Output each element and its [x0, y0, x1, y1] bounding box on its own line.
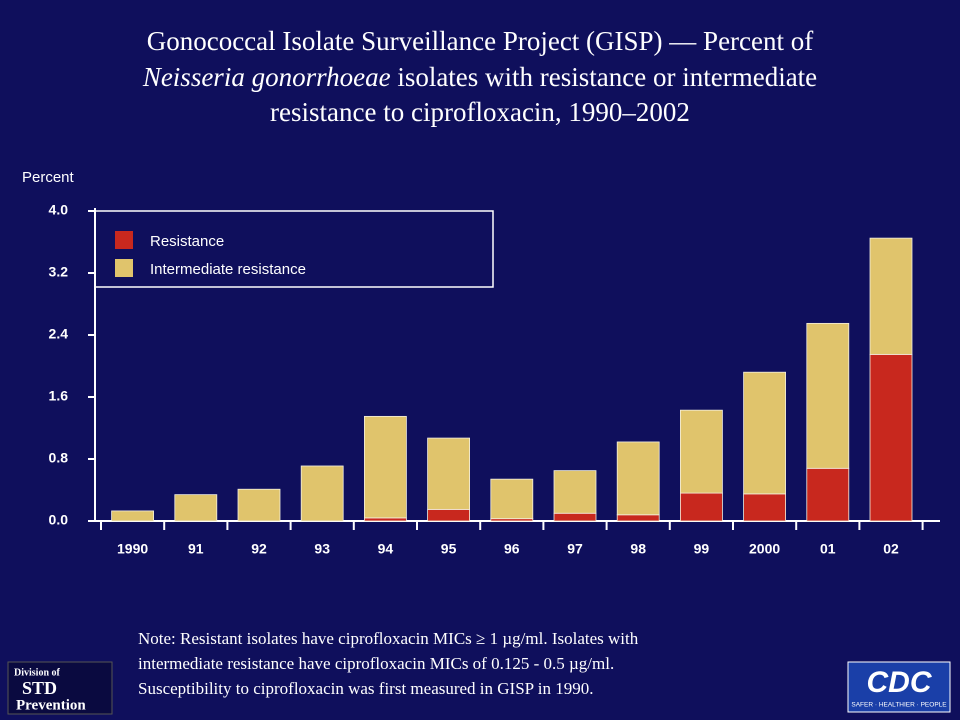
bar-segment: [869, 237, 913, 355]
chart-title: Gonococcal Isolate Surveillance Project …: [147, 26, 814, 56]
bar-segment: [427, 508, 471, 522]
logo-text: CDC: [867, 666, 933, 699]
logo-text: STD: [22, 678, 57, 698]
x-tick-label: 96: [504, 541, 520, 557]
bar-segment: [806, 467, 850, 522]
y-tick-label: 0.0: [49, 512, 69, 528]
bar-segment: [237, 488, 281, 522]
bar-segment: [427, 437, 471, 510]
x-tick-label: 92: [251, 541, 267, 557]
bar-segment: [616, 441, 660, 516]
bar-segment: [806, 322, 850, 469]
x-tick-label: 01: [820, 541, 836, 557]
y-axis-label: Percent: [22, 169, 75, 186]
bar-segment: [111, 510, 154, 522]
legend-swatch: [115, 231, 133, 249]
logo-text: SAFER · HEALTHIER · PEOPLE: [851, 702, 947, 709]
y-tick-label: 4.0: [49, 202, 69, 218]
y-tick-label: 3.2: [49, 264, 69, 280]
note: Note: Resistant isolates have ciprofloxa…: [138, 629, 639, 648]
bar-segment: [680, 492, 723, 522]
x-tick-label: 1990: [117, 541, 148, 557]
bar-segment: [869, 353, 913, 522]
bar-segment: [300, 465, 344, 522]
x-tick-label: 95: [441, 541, 457, 557]
bar-segment: [363, 517, 407, 522]
x-tick-label: 97: [567, 541, 583, 557]
bar-segment: [553, 470, 597, 514]
x-tick-label: 2000: [749, 541, 780, 557]
legend-box: [94, 210, 494, 288]
note: intermediate resistance have ciprofloxac…: [138, 654, 614, 673]
bar-segment: [680, 409, 723, 494]
x-tick-label: 94: [378, 541, 394, 557]
note: Susceptibility to ciprofloxacin was firs…: [138, 679, 593, 698]
std-logo: [7, 661, 113, 715]
x-tick-label: 93: [314, 541, 330, 557]
bar-segment: [553, 512, 597, 522]
legend-swatch: [115, 259, 133, 277]
bar-segment: [490, 478, 534, 520]
chart-title: Neisseria gonorrhoeae isolates with resi…: [142, 62, 817, 92]
y-tick-label: 1.6: [49, 388, 69, 404]
logo-text: Division of: [14, 667, 61, 678]
x-tick-label: 98: [630, 541, 646, 557]
x-tick-label: 99: [694, 541, 710, 557]
bar-segment: [174, 494, 218, 522]
x-tick-label: 91: [188, 541, 204, 557]
y-tick-label: 2.4: [49, 326, 69, 342]
x-tick-label: 02: [883, 541, 899, 557]
bar-segment: [743, 493, 786, 522]
cdc-logo: [847, 661, 951, 713]
legend-label: Resistance: [150, 233, 224, 250]
bar-segment: [743, 371, 786, 495]
chart-title: resistance to ciprofloxacin, 1990–2002: [270, 97, 690, 127]
y-tick-label: 0.8: [49, 450, 69, 466]
chart-title-rest: isolates with resistance or intermediate: [391, 62, 818, 92]
bar-segment: [616, 514, 660, 522]
chart-title-italic: Neisseria gonorrhoeae: [142, 62, 391, 92]
legend-label: Intermediate resistance: [150, 261, 306, 278]
bar-segment: [363, 415, 407, 519]
logo-text: Prevention: [16, 697, 86, 713]
